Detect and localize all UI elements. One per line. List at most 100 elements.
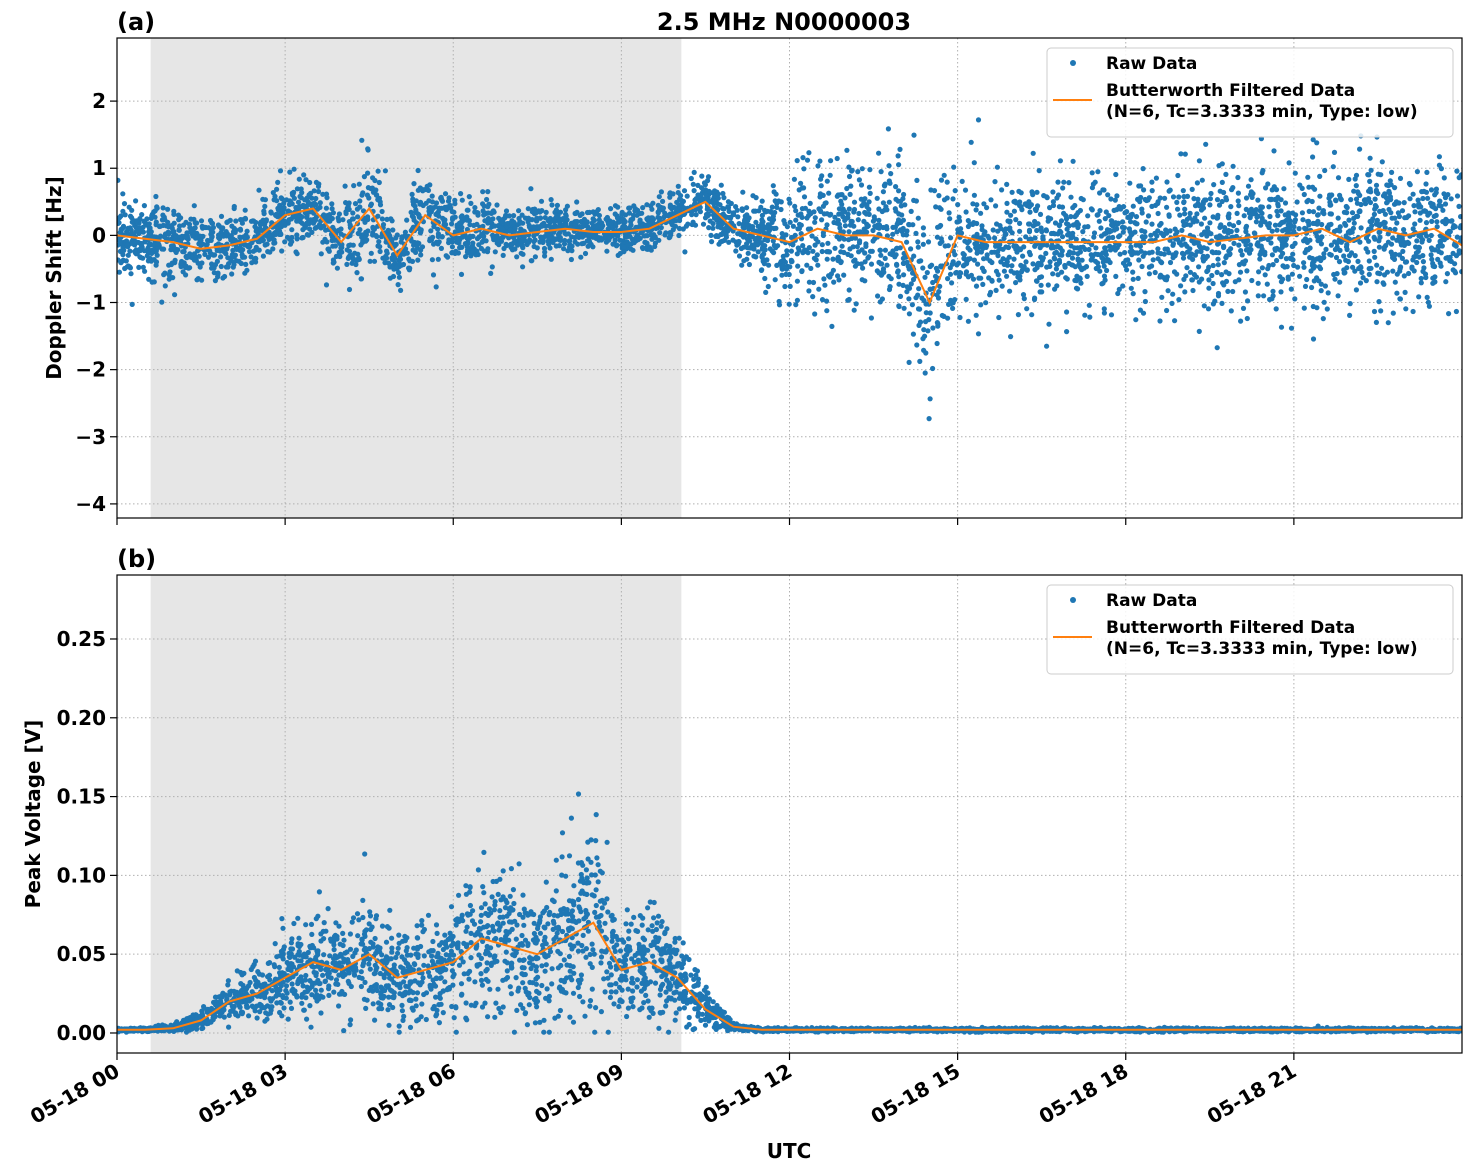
raw-data-point bbox=[379, 234, 384, 239]
raw-data-point bbox=[307, 226, 312, 231]
raw-data-point bbox=[1076, 258, 1081, 263]
raw-data-point bbox=[577, 224, 582, 229]
raw-data-point bbox=[955, 202, 960, 207]
raw-data-point bbox=[1220, 161, 1225, 166]
raw-data-point bbox=[836, 192, 841, 197]
raw-data-point bbox=[1443, 279, 1448, 284]
raw-data-point bbox=[839, 202, 844, 207]
raw-data-point bbox=[542, 250, 547, 255]
raw-data-point bbox=[1391, 311, 1396, 316]
raw-data-point bbox=[1415, 169, 1420, 174]
raw-data-point bbox=[1307, 209, 1312, 214]
raw-data-point bbox=[299, 186, 304, 191]
raw-data-point bbox=[746, 251, 751, 256]
raw-data-point bbox=[1346, 218, 1351, 223]
raw-data-point bbox=[1451, 251, 1456, 256]
raw-data-point bbox=[1374, 263, 1379, 268]
raw-data-point bbox=[555, 203, 560, 208]
raw-data-point bbox=[284, 197, 289, 202]
raw-data-point bbox=[1386, 240, 1391, 245]
raw-data-point bbox=[782, 284, 787, 289]
raw-data-point bbox=[430, 257, 435, 262]
raw-data-point bbox=[170, 275, 175, 280]
raw-data-point bbox=[667, 195, 672, 200]
raw-data-point bbox=[1115, 291, 1120, 296]
raw-data-point bbox=[939, 236, 944, 241]
raw-data-point bbox=[1304, 277, 1309, 282]
raw-data-point bbox=[531, 224, 536, 229]
raw-data-point bbox=[1181, 252, 1186, 257]
raw-data-point bbox=[147, 226, 152, 231]
raw-data-point bbox=[1440, 243, 1445, 248]
raw-data-point bbox=[1285, 264, 1290, 269]
raw-data-point bbox=[1376, 172, 1381, 177]
raw-data-point bbox=[170, 229, 175, 234]
raw-data-point bbox=[878, 261, 883, 266]
raw-data-point bbox=[1155, 246, 1160, 251]
raw-data-point bbox=[1419, 239, 1424, 244]
raw-data-point bbox=[797, 226, 802, 231]
raw-data-point bbox=[881, 189, 886, 194]
raw-data-point bbox=[1149, 263, 1154, 268]
raw-data-point bbox=[1202, 216, 1207, 221]
raw-data-point bbox=[884, 207, 889, 212]
raw-data-point bbox=[131, 231, 136, 236]
raw-data-point bbox=[1311, 304, 1316, 309]
raw-data-point bbox=[1297, 226, 1302, 231]
raw-data-point bbox=[807, 245, 812, 250]
raw-data-point bbox=[1004, 274, 1009, 279]
raw-data-point bbox=[1377, 209, 1382, 214]
raw-data-point bbox=[245, 229, 250, 234]
raw-data-point bbox=[810, 294, 815, 299]
raw-data-point bbox=[1183, 273, 1188, 278]
raw-data-point bbox=[1008, 213, 1013, 218]
raw-data-point bbox=[468, 201, 473, 206]
raw-data-point bbox=[1368, 156, 1373, 161]
raw-data-point bbox=[410, 197, 415, 202]
raw-data-point bbox=[1215, 345, 1220, 350]
raw-data-point bbox=[224, 229, 229, 234]
raw-data-point bbox=[777, 302, 782, 307]
raw-data-point bbox=[1102, 274, 1107, 279]
raw-data-point bbox=[1387, 190, 1392, 195]
raw-data-point bbox=[920, 336, 925, 341]
raw-data-point bbox=[583, 251, 588, 256]
raw-data-point bbox=[385, 1007, 390, 1012]
raw-data-point bbox=[1441, 191, 1446, 196]
raw-data-point bbox=[514, 254, 519, 259]
raw-data-point bbox=[1445, 271, 1450, 276]
raw-data-point bbox=[358, 242, 363, 247]
raw-data-point bbox=[656, 210, 661, 215]
raw-data-point bbox=[305, 195, 310, 200]
raw-data-point bbox=[286, 208, 291, 213]
raw-data-point bbox=[1172, 269, 1177, 274]
raw-data-point bbox=[604, 249, 609, 254]
raw-data-point bbox=[1216, 293, 1221, 298]
raw-data-point bbox=[615, 205, 620, 210]
raw-data-point bbox=[347, 219, 352, 224]
raw-data-point bbox=[842, 218, 847, 223]
raw-data-point bbox=[238, 228, 243, 233]
raw-data-point bbox=[446, 199, 451, 204]
raw-data-point bbox=[1265, 266, 1270, 271]
raw-data-point bbox=[821, 276, 826, 281]
raw-data-point bbox=[384, 249, 389, 254]
raw-data-point bbox=[1109, 218, 1114, 223]
raw-data-point bbox=[1369, 223, 1374, 228]
raw-data-point bbox=[1229, 229, 1234, 234]
raw-data-point bbox=[380, 256, 385, 261]
raw-data-point bbox=[288, 1000, 293, 1005]
raw-data-point bbox=[1280, 245, 1285, 250]
raw-data-point bbox=[343, 200, 348, 205]
raw-data-point bbox=[685, 194, 690, 199]
raw-data-point bbox=[961, 251, 966, 256]
raw-data-point bbox=[500, 227, 505, 232]
raw-data-point bbox=[1265, 181, 1270, 186]
raw-data-point bbox=[124, 258, 129, 263]
raw-data-point bbox=[1222, 260, 1227, 265]
raw-data-point bbox=[774, 205, 779, 210]
raw-data-point bbox=[208, 218, 213, 223]
raw-data-point bbox=[279, 224, 284, 229]
raw-data-point bbox=[153, 194, 158, 199]
raw-data-point bbox=[403, 250, 408, 255]
